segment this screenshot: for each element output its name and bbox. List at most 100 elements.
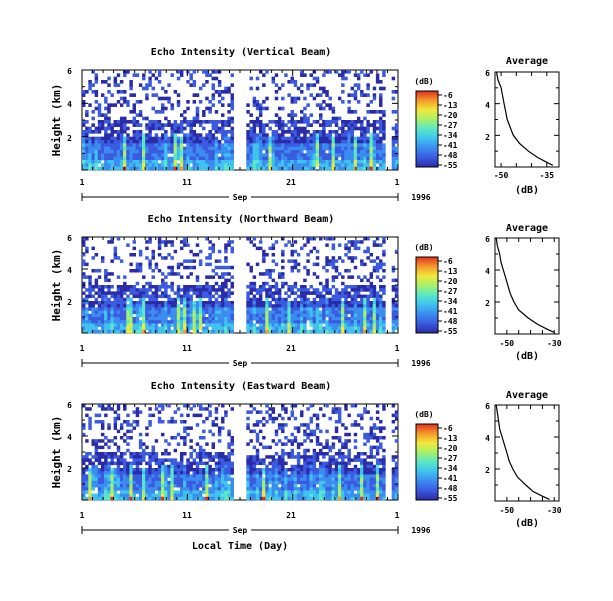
heatmap-cell	[176, 291, 181, 295]
heatmap-cell	[375, 160, 380, 164]
heatmap-cell	[322, 455, 326, 459]
heatmap-cell	[319, 461, 323, 466]
heatmap-cell	[379, 126, 383, 131]
heatmap-cell	[262, 130, 266, 134]
heatmap-cell	[123, 471, 127, 475]
heatmap-cell	[170, 130, 174, 134]
heatmap-cell	[382, 301, 386, 305]
heatmap-cell	[195, 140, 200, 144]
heatmap-cell	[214, 153, 219, 157]
heatmap-cell	[214, 468, 219, 472]
heatmap-cell	[322, 130, 326, 134]
heatmap-cell	[312, 304, 317, 308]
heatmap-cell	[334, 452, 339, 456]
heatmap-cell	[164, 471, 168, 475]
heatmap-cell	[189, 313, 193, 318]
heatmap-cell	[224, 474, 228, 478]
heatmap-cell	[157, 136, 162, 141]
heatmap-cell	[341, 120, 345, 124]
heatmap-cell	[170, 285, 174, 289]
heatmap-cell	[290, 243, 295, 247]
heatmap-cell	[391, 163, 396, 167]
heatmap-cell	[170, 329, 174, 334]
heatmap-cell	[221, 455, 225, 459]
heatmap-cell	[192, 484, 197, 488]
heatmap-cell	[249, 265, 253, 270]
colorbar-tick-label: -20	[443, 111, 458, 120]
heatmap-cell	[325, 490, 329, 494]
heatmap-cell	[189, 265, 193, 270]
heatmap-cell	[293, 100, 298, 104]
heatmap-cell	[382, 249, 386, 254]
heatmap-cell	[186, 432, 190, 437]
heatmap-cell	[88, 80, 92, 84]
heatmap-cell	[337, 477, 342, 482]
heatmap-cell	[281, 480, 285, 485]
heatmap-cell	[192, 253, 197, 257]
heatmap-cell	[347, 143, 351, 147]
heatmap-cell	[262, 136, 266, 141]
heatmap-cell	[356, 301, 361, 305]
heatmap-cell	[167, 297, 171, 302]
heatmap-cell	[100, 301, 105, 305]
heatmap-cell	[164, 281, 168, 286]
heatmap-cell	[167, 123, 171, 127]
heatmap-cell	[360, 130, 364, 134]
heatmap-cell	[328, 156, 332, 161]
heatmap-cell	[97, 477, 102, 482]
heatmap-cell	[328, 291, 332, 295]
heatmap-cell	[319, 304, 323, 308]
heatmap-cell	[214, 329, 219, 334]
x-tick-label: 1	[395, 178, 400, 187]
heatmap-cell	[246, 423, 250, 427]
heatmap-cell	[322, 160, 326, 164]
heatmap-cell	[214, 265, 219, 270]
heatmap-cell	[230, 150, 234, 154]
heatmap-cell	[142, 313, 146, 318]
heatmap-cell	[214, 150, 219, 154]
heatmap-cell	[217, 474, 222, 478]
heatmap-cell	[227, 304, 231, 308]
heatmap-cell	[246, 326, 250, 331]
heatmap-cell	[296, 140, 301, 144]
heatmap-cell	[353, 143, 358, 147]
heatmap-cell	[315, 156, 320, 161]
heatmap-cell	[360, 126, 364, 131]
heatmap-cell	[322, 484, 326, 488]
heatmap-cell	[113, 313, 118, 318]
heatmap-cell	[303, 448, 307, 453]
heatmap-cell	[214, 291, 219, 295]
heatmap-cell	[319, 146, 323, 151]
heatmap-cell	[205, 73, 209, 77]
heatmap-cell	[189, 83, 193, 87]
heatmap-cell	[360, 259, 364, 263]
heatmap-cell	[129, 484, 133, 488]
heatmap-cell	[331, 146, 336, 151]
heatmap-cell	[328, 493, 332, 498]
heatmap-cell	[119, 133, 124, 137]
heatmap-cell	[325, 461, 329, 466]
heatmap-cell	[347, 413, 351, 418]
heatmap-cell	[309, 307, 313, 311]
heatmap-cell	[303, 490, 307, 494]
heatmap-cell	[290, 468, 295, 472]
heatmap-cell	[97, 304, 102, 308]
heatmap-cell	[211, 420, 216, 424]
heatmap-cell	[334, 259, 339, 263]
heatmap-cell	[211, 133, 216, 137]
heatmap-cell	[375, 291, 380, 295]
heatmap-cell	[211, 153, 216, 157]
heatmap-cell	[97, 496, 102, 501]
heatmap-cell	[303, 452, 307, 456]
heatmap-cell	[249, 461, 253, 466]
heatmap-cell	[306, 455, 310, 459]
heatmap-cell	[179, 73, 184, 77]
heatmap-cell	[157, 307, 162, 311]
heatmap-cell	[375, 326, 380, 331]
heatmap-cell	[281, 452, 285, 456]
heatmap-cell	[341, 294, 345, 299]
heatmap-cell	[151, 275, 155, 279]
heatmap-cell	[303, 160, 307, 164]
heatmap-cell	[293, 310, 298, 315]
heatmap-cell	[277, 310, 282, 315]
